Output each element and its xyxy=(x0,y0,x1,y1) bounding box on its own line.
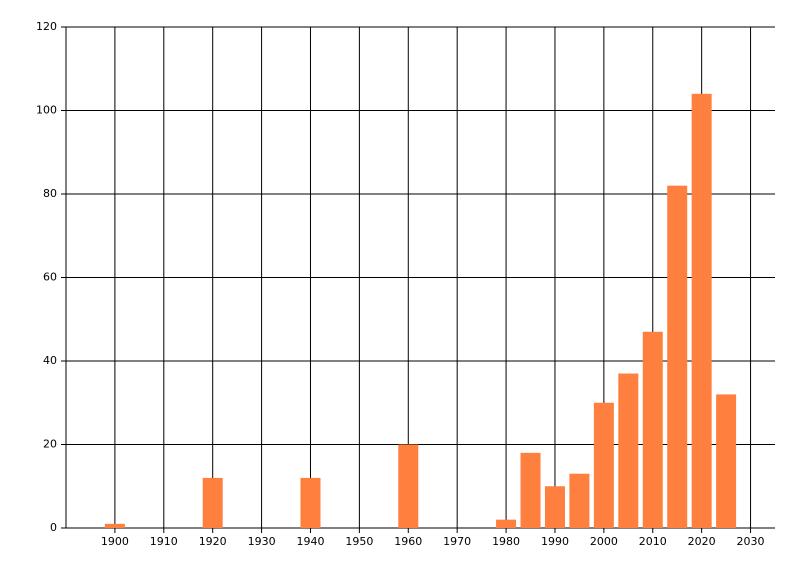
bar xyxy=(691,93,712,529)
y-tick-label: 40 xyxy=(43,354,57,367)
bar xyxy=(496,519,517,528)
bar xyxy=(716,394,737,528)
x-tick-label: 1920 xyxy=(199,535,227,548)
x-tick-label: 1930 xyxy=(248,535,276,548)
x-tick-label: 1950 xyxy=(345,535,373,548)
y-tick-label: 20 xyxy=(43,438,57,451)
y-tick-label: 0 xyxy=(50,521,57,534)
bar xyxy=(544,486,565,528)
bar xyxy=(104,523,125,528)
x-tick-label: 2030 xyxy=(737,535,765,548)
bar xyxy=(300,477,321,528)
x-tick-label: 1970 xyxy=(443,535,471,548)
x-tick-label: 1910 xyxy=(150,535,178,548)
x-tick-label: 2020 xyxy=(688,535,716,548)
x-tick-label: 1900 xyxy=(101,535,129,548)
x-tick-label: 1940 xyxy=(296,535,324,548)
x-tick-label: 1980 xyxy=(492,535,520,548)
bar xyxy=(569,473,590,528)
bar xyxy=(593,402,614,528)
x-tick-label: 2010 xyxy=(639,535,667,548)
x-tick-label: 1990 xyxy=(541,535,569,548)
bar xyxy=(618,373,639,528)
y-tick-label: 100 xyxy=(36,104,57,117)
bar xyxy=(398,444,419,528)
y-tick-label: 120 xyxy=(36,20,57,33)
x-tick-label: 2000 xyxy=(590,535,618,548)
y-tick-label: 60 xyxy=(43,271,57,284)
x-tick-label: 1960 xyxy=(394,535,422,548)
bar xyxy=(667,185,688,528)
bar xyxy=(202,477,223,528)
bar xyxy=(642,331,663,528)
bar xyxy=(520,452,541,528)
y-tick-label: 80 xyxy=(43,187,57,200)
